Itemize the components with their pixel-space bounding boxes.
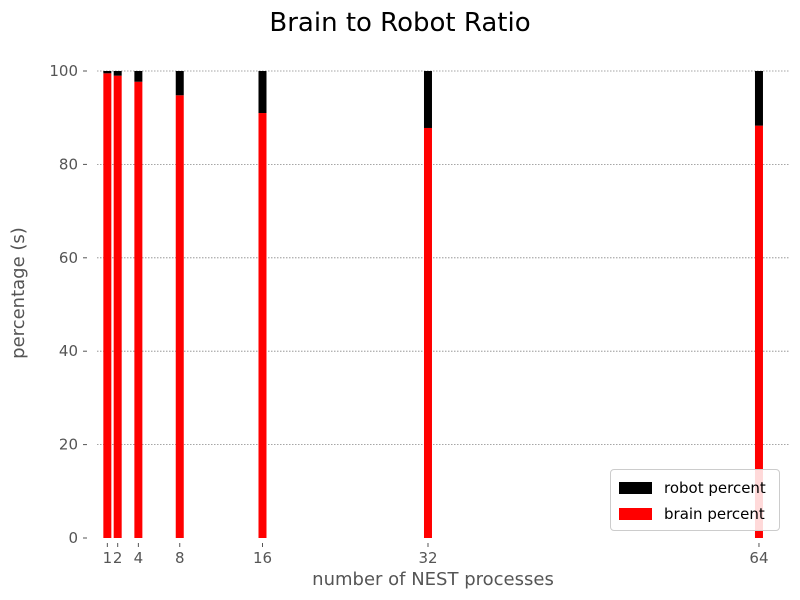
bar-layer (103, 71, 763, 539)
y-tick-label: 0 (68, 529, 78, 547)
x-tick-label: 1 (103, 549, 113, 567)
x-axis-label: number of NEST processes (312, 569, 554, 590)
bar-brain-16 (258, 113, 267, 538)
tick-layer: 0 20 40 60 80 100 1 2 4 8 16 32 64 (49, 62, 768, 567)
bar-robot-8 (175, 71, 184, 96)
y-tick-label: 80 (59, 155, 78, 173)
bar-brain-2 (113, 75, 122, 539)
bar-brain-4 (134, 81, 143, 538)
bar-brain-8 (175, 95, 184, 538)
legend-label-brain: brain percent (664, 505, 765, 523)
bar-robot-64 (754, 71, 763, 126)
y-tick-label: 60 (59, 249, 78, 267)
chart-title: Brain to Robot Ratio (269, 8, 531, 38)
legend-label-robot: robot percent (664, 479, 766, 497)
x-tick-label: 64 (749, 549, 768, 567)
x-tick-label: 4 (134, 549, 144, 567)
bar-brain-1 (103, 73, 112, 539)
bar-brain-64 (754, 125, 763, 538)
x-tick-label: 2 (113, 549, 123, 567)
bar-robot-16 (258, 71, 267, 114)
legend-swatch-robot (619, 482, 652, 494)
x-tick-label: 16 (253, 549, 272, 567)
bar-robot-32 (423, 71, 432, 128)
legend-swatch-brain (619, 508, 652, 520)
y-tick-label: 40 (59, 342, 78, 360)
y-tick-label: 20 (59, 436, 78, 454)
x-tick-label: 32 (418, 549, 437, 567)
legend-item-robot: robot percent (619, 475, 771, 501)
bar-robot-2 (113, 71, 122, 76)
grid-lines (97, 70, 790, 446)
bar-brain-32 (423, 127, 432, 538)
bar-robot-1 (103, 71, 112, 74)
legend: robot percent brain percent (610, 469, 780, 531)
y-tick-label: 100 (49, 62, 78, 80)
x-tick-label: 8 (175, 549, 185, 567)
bar-robot-4 (134, 71, 143, 82)
y-axis-label: percentage (s) (8, 227, 29, 359)
legend-item-brain: brain percent (619, 501, 771, 527)
